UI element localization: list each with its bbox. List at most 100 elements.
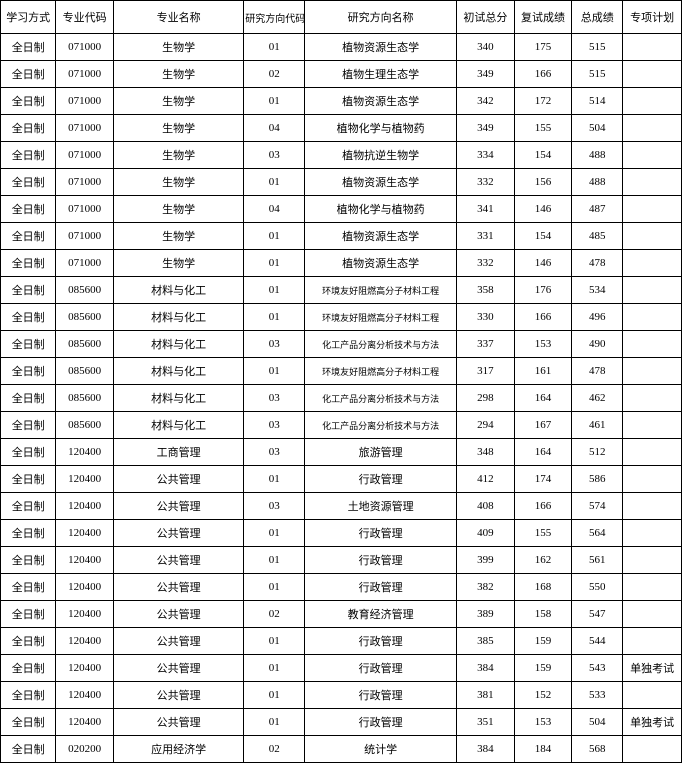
table-row: 全日制071000生物学01植物资源生态学331154485 (1, 223, 682, 250)
table-cell: 01 (244, 223, 305, 250)
table-cell: 生物学 (113, 250, 243, 277)
table-cell: 166 (514, 61, 572, 88)
table-cell: 071000 (56, 223, 114, 250)
header-direction-code: 研究方向代码 (244, 1, 305, 34)
table-row: 全日制120400公共管理01行政管理351153504单独考试 (1, 709, 682, 736)
table-cell: 490 (572, 331, 623, 358)
table-cell: 384 (457, 736, 515, 763)
table-cell: 358 (457, 277, 515, 304)
table-cell: 547 (572, 601, 623, 628)
table-cell: 02 (244, 61, 305, 88)
table-cell: 全日制 (1, 520, 56, 547)
table-cell: 公共管理 (113, 466, 243, 493)
table-cell: 298 (457, 385, 515, 412)
table-cell (623, 250, 682, 277)
table-cell: 化工产品分离分析技术与方法 (305, 412, 457, 439)
table-cell: 01 (244, 277, 305, 304)
table-cell: 工商管理 (113, 439, 243, 466)
table-cell: 植物资源生态学 (305, 223, 457, 250)
table-cell (623, 736, 682, 763)
table-cell: 全日制 (1, 142, 56, 169)
table-cell: 184 (514, 736, 572, 763)
table-cell: 120400 (56, 493, 114, 520)
table-cell (623, 277, 682, 304)
table-cell: 158 (514, 601, 572, 628)
table-cell: 应用经济学 (113, 736, 243, 763)
table-row: 全日制071000生物学04植物化学与植物药341146487 (1, 196, 682, 223)
table-body: 全日制071000生物学01植物资源生态学340175515全日制071000生… (1, 34, 682, 763)
table-cell: 334 (457, 142, 515, 169)
table-cell: 教育经济管理 (305, 601, 457, 628)
table-cell: 全日制 (1, 493, 56, 520)
table-row: 全日制020200应用经济学02统计学384184568 (1, 736, 682, 763)
table-header: 学习方式 专业代码 专业名称 研究方向代码 研究方向名称 初试总分 复试成绩 总… (1, 1, 682, 34)
table-cell: 085600 (56, 385, 114, 412)
table-cell: 071000 (56, 250, 114, 277)
table-cell: 环境友好阻燃高分子材料工程 (305, 277, 457, 304)
table-cell: 342 (457, 88, 515, 115)
table-cell: 487 (572, 196, 623, 223)
table-cell: 384 (457, 655, 515, 682)
table-cell: 行政管理 (305, 520, 457, 547)
table-cell: 564 (572, 520, 623, 547)
table-cell (623, 493, 682, 520)
table-cell: 全日制 (1, 169, 56, 196)
table-cell: 488 (572, 169, 623, 196)
header-total-score: 总成绩 (572, 1, 623, 34)
table-cell: 568 (572, 736, 623, 763)
table-cell: 412 (457, 466, 515, 493)
table-cell: 120400 (56, 574, 114, 601)
table-cell: 071000 (56, 169, 114, 196)
table-cell: 材料与化工 (113, 277, 243, 304)
table-cell: 生物学 (113, 115, 243, 142)
table-cell (623, 439, 682, 466)
table-cell: 164 (514, 385, 572, 412)
table-cell: 156 (514, 169, 572, 196)
table-cell: 085600 (56, 277, 114, 304)
table-cell: 561 (572, 547, 623, 574)
table-cell: 478 (572, 358, 623, 385)
table-cell (623, 385, 682, 412)
header-direction-name: 研究方向名称 (305, 1, 457, 34)
table-cell: 公共管理 (113, 709, 243, 736)
table-cell (623, 88, 682, 115)
table-cell (623, 223, 682, 250)
table-cell: 399 (457, 547, 515, 574)
table-row: 全日制120400公共管理01行政管理384159543单独考试 (1, 655, 682, 682)
table-cell: 旅游管理 (305, 439, 457, 466)
table-cell: 461 (572, 412, 623, 439)
table-cell: 生物学 (113, 169, 243, 196)
table-cell: 389 (457, 601, 515, 628)
table-cell: 154 (514, 223, 572, 250)
table-cell: 168 (514, 574, 572, 601)
table-cell: 03 (244, 331, 305, 358)
table-row: 全日制071000生物学01植物资源生态学340175515 (1, 34, 682, 61)
table-cell: 全日制 (1, 115, 56, 142)
table-cell: 534 (572, 277, 623, 304)
table-cell: 085600 (56, 358, 114, 385)
table-cell: 全日制 (1, 88, 56, 115)
table-row: 全日制071000生物学03植物抗逆生物学334154488 (1, 142, 682, 169)
table-cell: 071000 (56, 196, 114, 223)
table-cell: 01 (244, 88, 305, 115)
table-cell: 120400 (56, 628, 114, 655)
table-cell: 085600 (56, 331, 114, 358)
table-cell: 04 (244, 196, 305, 223)
table-cell: 行政管理 (305, 466, 457, 493)
data-table: 学习方式 专业代码 专业名称 研究方向代码 研究方向名称 初试总分 复试成绩 总… (0, 0, 682, 763)
table-cell: 全日制 (1, 385, 56, 412)
table-cell (623, 466, 682, 493)
table-cell: 生物学 (113, 142, 243, 169)
table-cell: 公共管理 (113, 493, 243, 520)
table-cell: 085600 (56, 304, 114, 331)
header-retest-score: 复试成绩 (514, 1, 572, 34)
table-cell: 332 (457, 250, 515, 277)
table-cell: 485 (572, 223, 623, 250)
table-cell (623, 601, 682, 628)
table-cell: 01 (244, 547, 305, 574)
table-cell: 全日制 (1, 358, 56, 385)
table-cell: 公共管理 (113, 628, 243, 655)
table-cell: 公共管理 (113, 574, 243, 601)
table-cell: 01 (244, 520, 305, 547)
table-cell: 164 (514, 439, 572, 466)
